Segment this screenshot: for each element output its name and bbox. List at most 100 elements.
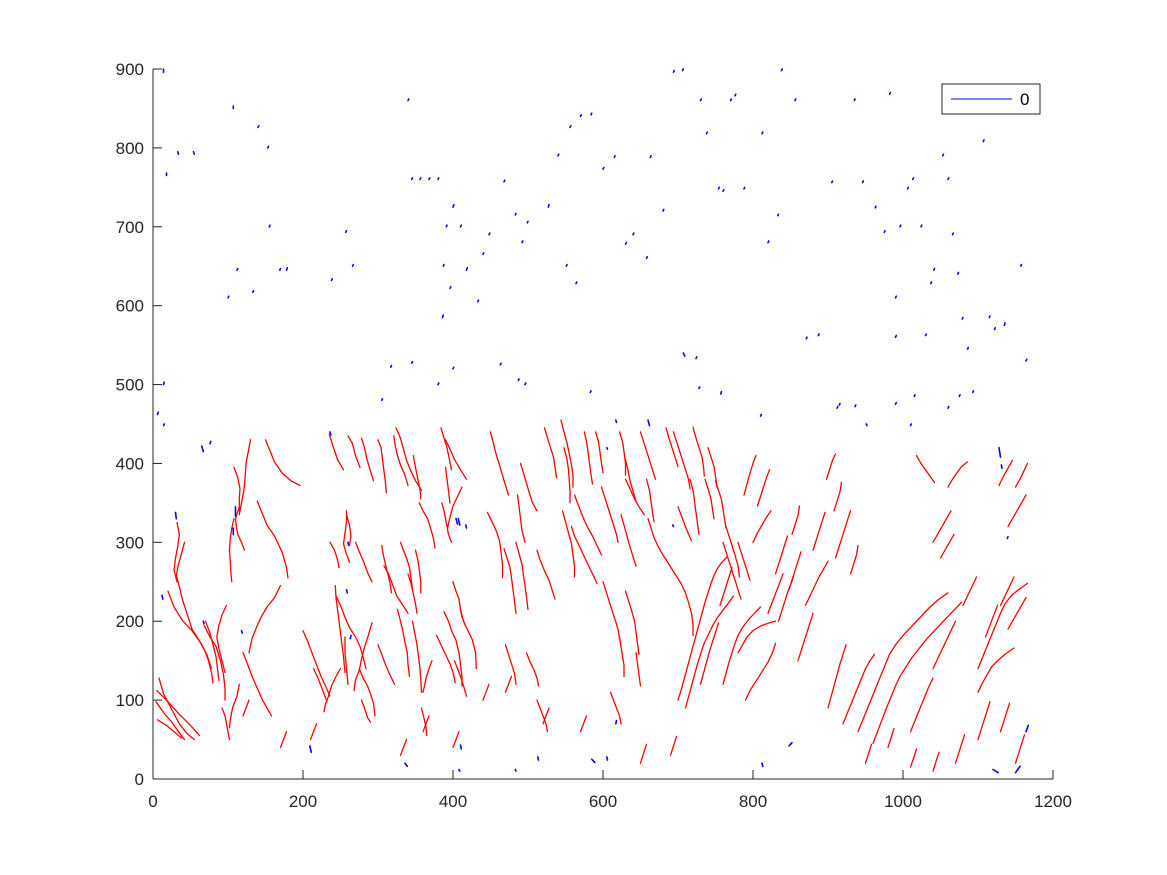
blue-trace-145 — [514, 768, 517, 772]
blue-trace-56 — [722, 188, 725, 193]
red-trace-92 — [665, 427, 679, 468]
blue-trace-152 — [992, 768, 1000, 774]
red-trace-122 — [833, 481, 843, 512]
blue-trace-17 — [410, 177, 414, 181]
blue-trace-9 — [236, 267, 239, 272]
red-trace-97 — [704, 478, 715, 520]
blue-trace-6 — [266, 145, 270, 149]
red-trace-87 — [624, 590, 640, 656]
red-trace-146 — [1014, 734, 1026, 764]
blue-trace-8 — [227, 295, 230, 299]
blue-trace-99 — [174, 511, 178, 520]
red-trace-149 — [909, 748, 918, 768]
blue-trace-86 — [956, 271, 960, 275]
red-trace-156 — [504, 675, 513, 693]
blue-trace-65 — [805, 336, 808, 340]
blue-trace-77 — [906, 186, 910, 190]
red-trace-105 — [699, 622, 720, 685]
red-trace-8 — [216, 604, 228, 674]
red-trace-57 — [459, 608, 477, 670]
red-trace-16 — [228, 683, 240, 729]
red-trace-29 — [334, 585, 346, 674]
blue-trace-64 — [794, 98, 797, 102]
red-trace-159 — [422, 715, 430, 733]
blue-trace-88 — [966, 346, 970, 350]
red-trace-127 — [857, 592, 949, 733]
blue-trace-18 — [419, 177, 422, 181]
red-trace-70 — [536, 549, 556, 600]
blue-trace-127 — [698, 386, 701, 390]
red-trace-38 — [395, 427, 423, 491]
red-trace-25 — [342, 510, 351, 563]
red-trace-142 — [1014, 462, 1029, 488]
red-trace-123 — [834, 510, 852, 559]
blue-trace-12 — [252, 289, 255, 294]
red-trace-27 — [345, 514, 352, 547]
red-trace-14 — [238, 439, 252, 516]
blue-trace-57 — [729, 98, 733, 102]
blue-trace-114 — [437, 382, 440, 386]
blue-trace-5 — [257, 125, 260, 129]
blue-trace-126 — [671, 524, 675, 528]
red-trace-9 — [203, 624, 226, 701]
blue-trace-49 — [672, 69, 676, 73]
y-tick-label-200: 200 — [116, 612, 144, 631]
red-trace-135 — [932, 510, 952, 543]
blue-trace-15 — [344, 229, 348, 234]
red-trace-2 — [155, 701, 186, 741]
red-trace-107 — [722, 606, 762, 685]
blue-trace-62 — [776, 213, 780, 217]
blue-trace-151 — [788, 741, 793, 747]
blue-trace-72 — [883, 229, 886, 234]
blue-trace-79 — [920, 224, 923, 228]
red-trace-20 — [302, 630, 331, 697]
red-trace-44 — [399, 541, 414, 591]
blue-trace-55 — [717, 186, 721, 190]
plot-area — [155, 68, 1030, 774]
y-tick-label-0: 0 — [135, 770, 144, 789]
red-trace-141 — [998, 459, 1014, 487]
blue-trace-95 — [1025, 358, 1028, 362]
blue-trace-70 — [861, 180, 865, 184]
blue-trace-22 — [445, 224, 448, 228]
red-trace-66 — [515, 541, 529, 611]
red-trace-48 — [412, 454, 422, 500]
red-trace-160 — [399, 738, 408, 756]
red-trace-102 — [737, 541, 751, 581]
blue-trace-89 — [971, 390, 975, 394]
blue-trace-78 — [911, 177, 915, 181]
red-trace-119 — [804, 560, 829, 607]
blue-trace-115 — [452, 366, 455, 370]
blue-trace-1 — [177, 151, 180, 155]
blue-trace-90 — [982, 139, 985, 143]
blue-trace-40 — [579, 114, 583, 118]
red-trace-83 — [618, 431, 627, 476]
blue-trace-122 — [589, 390, 592, 394]
blue-trace-144 — [458, 768, 461, 772]
red-trace-93 — [672, 431, 691, 490]
blue-trace-76 — [899, 224, 902, 228]
red-trace-115 — [774, 535, 789, 575]
y-tick-label-800: 800 — [116, 139, 144, 158]
red-trace-138 — [984, 604, 999, 638]
blue-trace-91 — [988, 315, 991, 319]
red-trace-11 — [234, 506, 246, 551]
red-trace-33 — [358, 667, 376, 717]
blue-trace-11 — [285, 266, 289, 272]
legend: 0 — [941, 83, 1041, 115]
red-trace-130 — [932, 620, 957, 670]
blue-trace-50 — [681, 68, 685, 72]
x-tick-label-1000: 1000 — [884, 792, 922, 811]
blue-trace-96 — [162, 381, 166, 386]
blue-trace-47 — [649, 155, 652, 159]
red-trace-144 — [977, 701, 991, 741]
red-trace-63 — [503, 547, 517, 614]
blue-trace-73 — [888, 91, 892, 95]
red-trace-18 — [242, 652, 273, 717]
red-trace-134 — [915, 454, 936, 484]
red-trace-140 — [1007, 596, 1027, 630]
blue-trace-48 — [662, 208, 665, 212]
blue-trace-39 — [569, 125, 572, 129]
blue-trace-130 — [836, 405, 839, 410]
red-trace-81 — [618, 636, 625, 678]
